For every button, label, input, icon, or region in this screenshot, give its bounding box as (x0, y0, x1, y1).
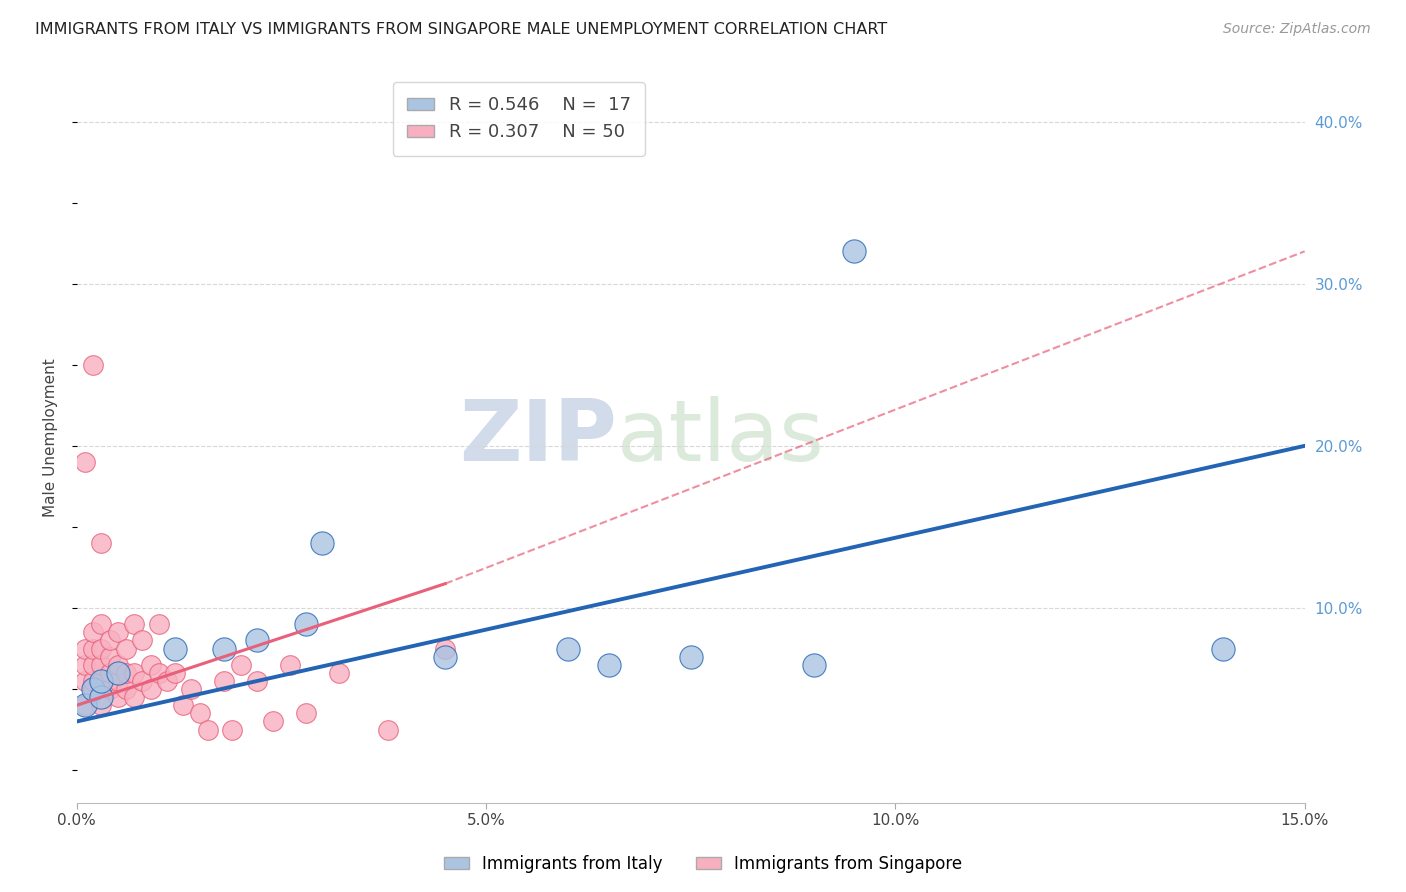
Point (82, 681, 104, 696)
Point (98, 665, 121, 680)
Point (82, 641, 104, 656)
Point (229, 657, 252, 672)
Point (434, 649, 457, 664)
Point (434, 641, 457, 656)
Point (73, 673, 96, 688)
Point (90, 657, 112, 672)
Point (328, 665, 350, 680)
Point (180, 681, 202, 696)
Point (197, 723, 219, 737)
Point (844, 244, 866, 259)
Point (246, 633, 269, 648)
Point (107, 673, 129, 688)
Point (156, 673, 179, 688)
Point (295, 706, 318, 721)
Text: IMMIGRANTS FROM ITALY VS IMMIGRANTS FROM SINGAPORE MALE UNEMPLOYMENT CORRELATION: IMMIGRANTS FROM ITALY VS IMMIGRANTS FROM… (35, 22, 887, 37)
Point (557, 641, 579, 656)
Point (115, 665, 138, 680)
Point (188, 706, 211, 721)
Point (278, 657, 301, 672)
Point (73, 698, 96, 713)
Point (107, 690, 129, 705)
Legend: R = 0.546    N =  17, R = 0.307    N = 50: R = 0.546 N = 17, R = 0.307 N = 50 (392, 82, 645, 156)
Point (90, 698, 112, 713)
Point (82, 657, 104, 672)
Point (165, 665, 187, 680)
Point (122, 665, 145, 680)
Point (90, 673, 112, 688)
Point (311, 536, 333, 550)
Point (73, 641, 96, 656)
Point (131, 633, 153, 648)
Point (165, 641, 187, 656)
Point (139, 681, 162, 696)
Point (679, 649, 702, 664)
Point (107, 665, 129, 680)
Point (73, 657, 96, 672)
Point (73, 698, 96, 713)
Point (107, 657, 129, 672)
Point (131, 673, 153, 688)
Y-axis label: Male Unemployment: Male Unemployment (44, 359, 58, 517)
Point (98, 681, 121, 696)
Point (295, 617, 318, 632)
Point (246, 673, 269, 688)
Point (122, 617, 145, 632)
Point (172, 698, 194, 713)
Point (212, 641, 235, 656)
Point (377, 723, 399, 737)
Point (82, 673, 104, 688)
Point (82, 358, 104, 372)
Text: atlas: atlas (617, 396, 825, 479)
Point (73, 455, 96, 469)
Point (148, 665, 170, 680)
Point (82, 681, 104, 696)
Point (90, 536, 112, 550)
Point (115, 641, 138, 656)
Point (598, 657, 620, 672)
Point (98, 649, 121, 664)
Point (98, 633, 121, 648)
Point (212, 673, 235, 688)
Text: Source: ZipAtlas.com: Source: ZipAtlas.com (1223, 22, 1371, 37)
Point (139, 657, 162, 672)
Point (148, 617, 170, 632)
Point (90, 690, 112, 705)
Point (1212, 641, 1234, 656)
Point (221, 723, 243, 737)
Point (803, 657, 825, 672)
Point (90, 673, 112, 688)
Point (115, 681, 138, 696)
Point (90, 617, 112, 632)
Legend: Immigrants from Italy, Immigrants from Singapore: Immigrants from Italy, Immigrants from S… (437, 848, 969, 880)
Point (90, 641, 112, 656)
Point (82, 625, 104, 640)
Point (262, 714, 284, 729)
Point (107, 625, 129, 640)
Text: ZIP: ZIP (460, 396, 617, 479)
Point (122, 690, 145, 705)
